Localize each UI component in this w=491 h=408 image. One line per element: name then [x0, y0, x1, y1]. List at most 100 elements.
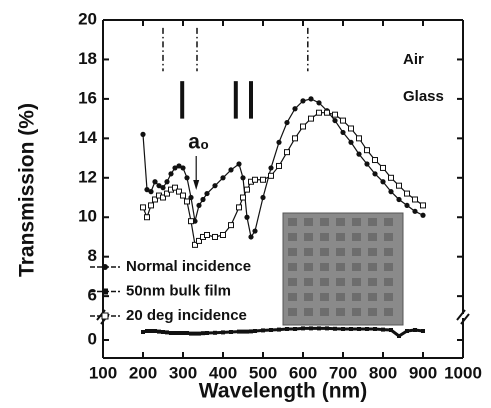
x-tick-label: 800 [369, 363, 397, 382]
point [333, 326, 337, 331]
y-axis-label: Transmission (%) [16, 103, 39, 277]
y-tick-label: 8 [88, 246, 97, 265]
point [184, 175, 190, 181]
point [196, 237, 202, 244]
point [185, 331, 189, 335]
point [292, 106, 298, 112]
inset-texture [368, 248, 377, 256]
point [364, 161, 370, 167]
point [176, 188, 182, 195]
point [260, 194, 266, 201]
point [380, 164, 386, 171]
point [244, 186, 250, 193]
legend-label: Normal incidence [126, 258, 251, 275]
point [293, 327, 297, 331]
inset-texture [384, 263, 393, 271]
point [301, 326, 305, 331]
inset-texture [304, 263, 313, 271]
point [236, 161, 242, 167]
point [169, 331, 173, 335]
point [341, 327, 345, 331]
point [389, 328, 393, 332]
point [252, 176, 258, 183]
inset-texture [352, 263, 361, 271]
point [413, 328, 417, 332]
y-tick-label: 20 [78, 9, 97, 28]
point [140, 204, 146, 211]
point [197, 331, 201, 336]
point [236, 204, 242, 211]
legend-label: 50nm bulk film [126, 282, 231, 299]
inset-texture [304, 248, 313, 256]
point [388, 174, 394, 181]
point [228, 222, 234, 229]
inset-texture [304, 218, 313, 226]
point [189, 331, 193, 336]
inset-texture [352, 278, 361, 286]
inset-texture [352, 293, 361, 301]
inset-texture [368, 293, 377, 301]
point [324, 109, 330, 116]
point [317, 326, 321, 331]
point [192, 241, 198, 248]
point [148, 202, 154, 209]
point [201, 331, 205, 336]
inset-texture [304, 233, 313, 241]
annotation: Glass [403, 88, 444, 105]
legend-label: 20 deg incidence [126, 307, 247, 324]
point [168, 171, 174, 177]
inset-texture [336, 248, 345, 256]
series-line [142, 98, 424, 239]
inset-texture [368, 278, 377, 286]
inset-texture [384, 248, 393, 256]
point [193, 331, 197, 336]
inset-texture [384, 218, 393, 226]
point [276, 162, 282, 169]
point [309, 326, 313, 331]
point [372, 171, 378, 177]
inset-texture [368, 263, 377, 271]
inset-texture [320, 308, 329, 316]
inset-texture [384, 278, 393, 286]
point [220, 175, 226, 181]
point [300, 98, 306, 104]
x-tick-label: 200 [129, 363, 157, 382]
point [181, 331, 185, 335]
inset-texture [288, 248, 297, 256]
point [365, 327, 369, 331]
point [249, 329, 253, 334]
point [356, 135, 362, 142]
inset-texture [336, 278, 345, 286]
point [141, 330, 145, 334]
point [212, 233, 218, 240]
x-tick-label: 700 [329, 363, 357, 382]
inset-texture [288, 278, 297, 286]
inset-texture [336, 293, 345, 301]
point [349, 327, 353, 331]
y-tick-label: 10 [78, 207, 97, 226]
point [356, 151, 362, 157]
inset-texture [320, 248, 329, 256]
x-axis-label: Wavelength (nm) [199, 380, 367, 403]
point [241, 329, 245, 334]
point [412, 196, 418, 203]
inset-texture [352, 308, 361, 316]
point [421, 329, 425, 333]
point [228, 167, 234, 173]
inset-texture [320, 263, 329, 271]
point [253, 329, 257, 333]
inset-texture [352, 248, 361, 256]
y-tick-label: 6 [88, 286, 97, 305]
point [420, 202, 426, 209]
point [180, 165, 186, 171]
point [172, 165, 178, 171]
inset-texture [320, 278, 329, 286]
point [160, 185, 166, 191]
y-tick-label: 0 [88, 329, 97, 348]
x-tick-label: 1000 [444, 363, 482, 382]
inset-texture [288, 233, 297, 241]
point [420, 212, 426, 218]
point [277, 327, 281, 332]
legend-marker [102, 264, 108, 270]
